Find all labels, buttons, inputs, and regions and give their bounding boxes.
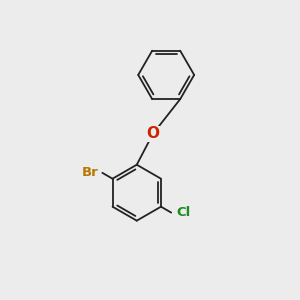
Text: O: O <box>146 126 159 141</box>
Text: Br: Br <box>82 166 98 179</box>
Text: Cl: Cl <box>176 206 191 219</box>
